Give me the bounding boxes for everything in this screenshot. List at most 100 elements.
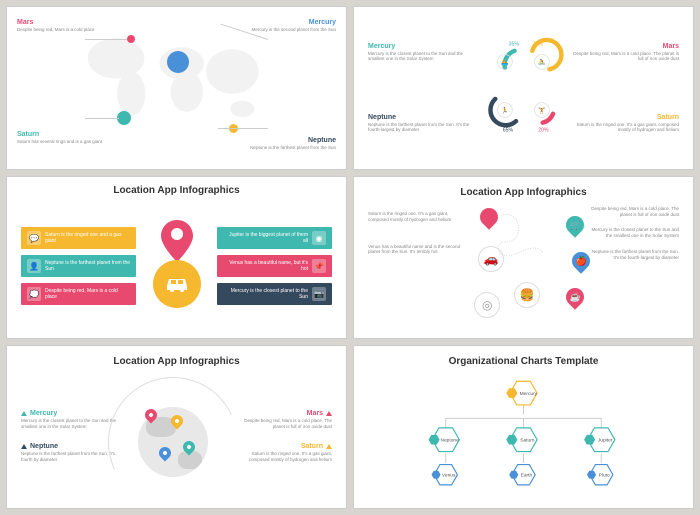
svg-text:🚴: 🚴 <box>538 58 545 66</box>
item-desc: Despite being red, Mars is a cold place.… <box>236 418 332 429</box>
label-title: Mars <box>17 19 125 26</box>
path-map: 🛒🍎☕ 🚗🍔◎ <box>468 206 579 261</box>
label-title: Saturn <box>17 131 125 138</box>
org-chart: Mercury Neptune Saturn Jupiter Venus Earth Plu… <box>368 375 679 497</box>
label-icon: 📌 <box>312 259 326 273</box>
path-node: 🍔 <box>514 282 540 308</box>
label-desc: Saturn has several rings and is a gas gi… <box>17 139 125 144</box>
label-box: 💭 Despite being red, Mars is a cold place <box>21 283 136 305</box>
label-text: Jupiter is the biggest planet of them al… <box>223 232 308 244</box>
label-text: Saturn is the ringed one and a gas giant <box>45 232 130 244</box>
label-icon: 💭 <box>27 287 41 301</box>
stat-neptune: NeptuneNeptune is the farthest planet fr… <box>368 114 479 133</box>
planet-item: SaturnSaturn is the ringed one. It's a g… <box>236 443 332 462</box>
svg-text:Jupiter: Jupiter <box>598 438 613 444</box>
center-icon <box>136 199 217 329</box>
label-icon: 📷 <box>312 287 326 301</box>
label-desc: Neptune is the farthest planet from the … <box>228 145 336 150</box>
marker-icon <box>21 411 27 416</box>
svg-text:Earth: Earth <box>521 473 533 479</box>
label-title: Neptune <box>228 137 336 144</box>
svg-text:65%: 65% <box>503 128 514 134</box>
stat-mars: MarsDespite being red, Mars is a cold pl… <box>568 43 679 62</box>
label-icon: ◉ <box>312 231 326 245</box>
slide-world-map: Mars Despite being red, Mars is a cold p… <box>6 6 347 170</box>
label-box: 📷 Mercury is the closest planet to the Su… <box>217 283 332 305</box>
planet-item: MarsDespite being red, Mars is a cold pl… <box>236 410 332 429</box>
label-box: 📌 Venus has a beautiful name, but it's ho… <box>217 255 332 277</box>
slide-title: Location App Infographics <box>368 187 679 198</box>
globe-area <box>123 375 229 497</box>
right-col: MarsDespite being red, Mars is a cold pl… <box>568 17 679 159</box>
planet-mars: Mars Despite being red, Mars is a cold p… <box>17 19 125 32</box>
right-labels: ◉ Jupiter is the biggest planet of them a… <box>217 205 332 329</box>
svg-text:Mercury: Mercury <box>520 391 538 397</box>
svg-text:Venus: Venus <box>442 473 456 479</box>
stat-mercury: MercuryMercury is the closest planet to … <box>368 43 479 62</box>
slide-path: Location App Infographics Saturn is the … <box>353 176 694 340</box>
svg-text:35%: 35% <box>509 42 520 48</box>
label-desc: Despite being red, Mars is a cold place <box>17 27 125 32</box>
left-col: MercuryMercury is the closest planet to … <box>21 410 117 462</box>
planet-saturn: Saturn Saturn has several rings and is a… <box>17 131 125 144</box>
planet-item: MercuryMercury is the closest planet to … <box>21 410 117 429</box>
item-title: Mars <box>236 410 332 417</box>
svg-text:🏋: 🏋 <box>538 106 546 114</box>
slide-title: Organizational Charts Template <box>368 356 679 367</box>
left-col: MercuryMercury is the closest planet to … <box>368 17 479 159</box>
label-title: Mercury <box>228 19 336 26</box>
label-text: Venus has a beautiful name, but it's hot <box>223 260 308 272</box>
dot-saturn <box>117 111 131 125</box>
svg-text:Saturn: Saturn <box>520 438 535 444</box>
dot-mars <box>127 35 135 43</box>
text-item: Neptune is the farthest planet from the … <box>587 249 679 261</box>
item-title: Neptune <box>21 443 117 450</box>
pin-icon <box>157 218 197 266</box>
svg-text:Pluto: Pluto <box>599 473 610 479</box>
item-title: Mercury <box>21 410 117 417</box>
label-box: 💬 Saturn is the ringed one and a gas gian… <box>21 227 136 249</box>
marker-icon <box>326 411 332 416</box>
text-item: Venus has a beautiful name and is the se… <box>368 244 460 256</box>
slide-app-labels: Location App Infographics 💬 Saturn is the… <box>6 176 347 340</box>
slide-title: Location App Infographics <box>7 185 346 196</box>
item-desc: Mercury is the closest planet to the Sun… <box>21 418 117 429</box>
text-item: Despite being red, Mars is a cold place.… <box>587 206 679 218</box>
label-text: Despite being red, Mars is a cold place <box>45 288 130 300</box>
connector <box>85 39 127 40</box>
svg-text:75%: 75% <box>532 42 543 48</box>
left-text: Saturn is the ringed one. It's a gas gia… <box>368 206 460 261</box>
slide-globe: Location App Infographics MercuryMercury… <box>6 345 347 509</box>
label-text: Neptune is the farthest planet from the … <box>45 260 130 272</box>
label-icon: 👤 <box>27 259 41 273</box>
item-title: Saturn <box>236 443 332 450</box>
text-item: Mercury is the closest planet to the Sun… <box>587 227 679 239</box>
arc-chart: 35% 🏊 75% 🚴 65% 🏃 20% 🏋 <box>479 17 568 159</box>
svg-text:20%: 20% <box>538 128 549 134</box>
map-pin: ☕ <box>562 284 587 309</box>
right-text: Despite being red, Mars is a cold place.… <box>587 206 679 261</box>
svg-text:Neptune: Neptune <box>440 438 459 444</box>
svg-text:🏊: 🏊 <box>501 60 509 66</box>
svg-text:🏃: 🏃 <box>501 106 508 114</box>
path-node: ◎ <box>474 292 500 318</box>
dot-mercury <box>167 51 189 73</box>
world-map-bg <box>75 23 278 144</box>
label-text: Mercury is the closest planet to the Sun <box>223 288 308 300</box>
planet-neptune: Neptune Neptune is the farthest planet f… <box>228 137 336 150</box>
left-labels: 💬 Saturn is the ringed one and a gas gian… <box>21 205 136 329</box>
car-icon <box>153 260 201 308</box>
slide-title: Location App Infographics <box>21 356 332 367</box>
text-item: Saturn is the ringed one. It's a gas gia… <box>368 211 460 223</box>
label-icon: 💬 <box>27 231 41 245</box>
item-desc: Neptune is the farthest planet from the … <box>21 451 117 462</box>
label-box: ◉ Jupiter is the biggest planet of them a… <box>217 227 332 249</box>
connector <box>218 128 268 129</box>
right-col: MarsDespite being red, Mars is a cold pl… <box>236 410 332 462</box>
marker-icon <box>21 444 27 449</box>
marker-icon <box>326 444 332 449</box>
stat-saturn: SaturnSaturn is the ringed one. It's a g… <box>568 114 679 133</box>
connector <box>85 118 119 119</box>
planet-item: NeptuneNeptune is the farthest planet fr… <box>21 443 117 462</box>
path-node: 🚗 <box>478 246 504 272</box>
